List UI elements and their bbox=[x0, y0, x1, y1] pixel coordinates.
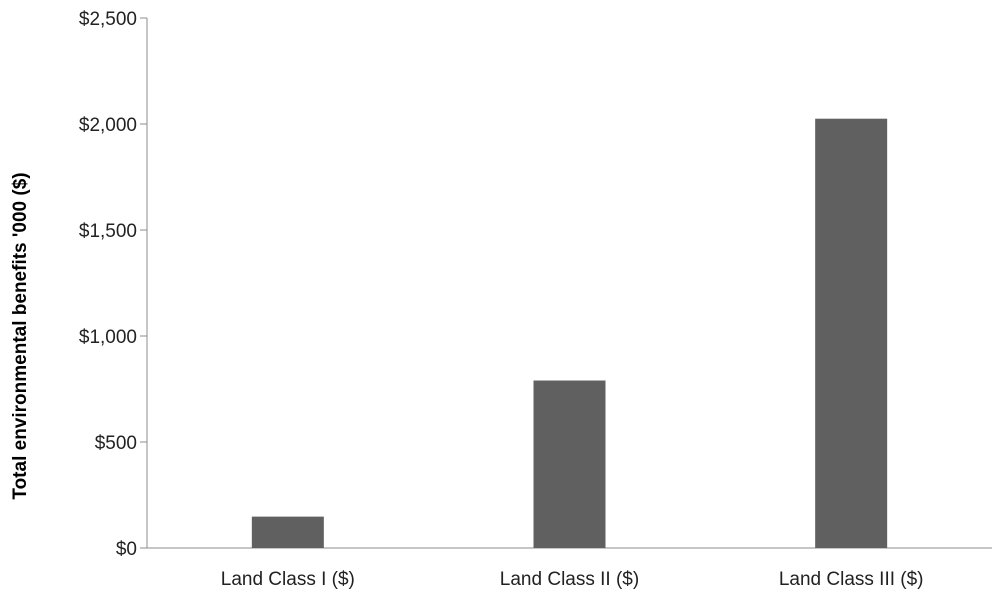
bar bbox=[251, 516, 324, 548]
x-tick-label: Land Class II ($) bbox=[500, 569, 639, 590]
y-tick-label: $0 bbox=[116, 539, 137, 560]
x-tick-label: Land Class I ($) bbox=[221, 569, 355, 590]
y-axis-title: Total environmental benefits '000 ($) bbox=[10, 172, 31, 499]
bar bbox=[815, 118, 888, 548]
y-tick-label: $1,500 bbox=[79, 221, 137, 242]
y-tick-label: $2,500 bbox=[79, 9, 137, 30]
y-tick-label: $500 bbox=[95, 433, 137, 454]
plot-area: $0 $500 $1,000 $1,500 $2,000 $2,500 Land Class… bbox=[79, 9, 992, 590]
y-tick-label: $2,000 bbox=[79, 115, 137, 136]
y-tick-label: $1,000 bbox=[79, 327, 137, 348]
x-tick-label: Land Class III ($) bbox=[779, 569, 924, 590]
bar bbox=[533, 380, 606, 548]
